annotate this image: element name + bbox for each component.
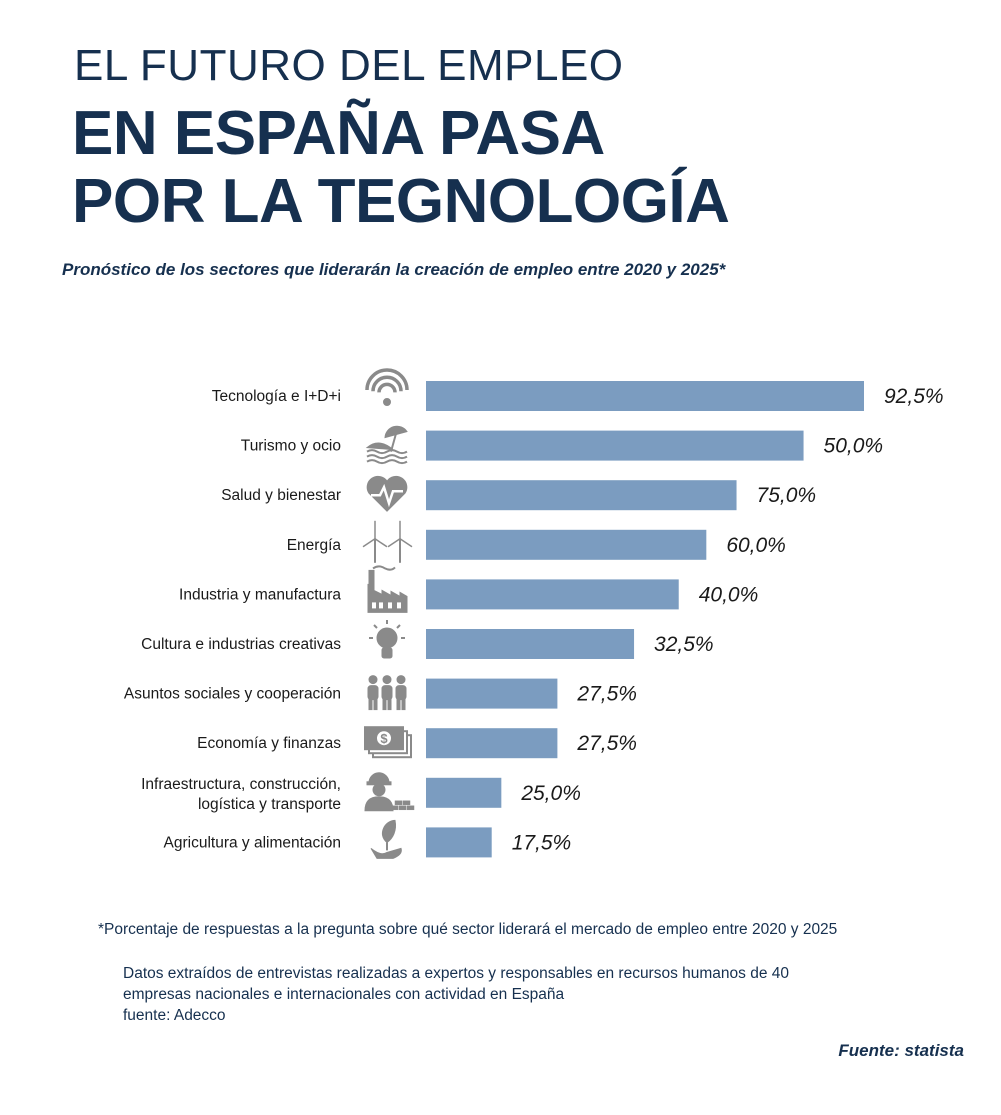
plant-in-hand-icon	[370, 819, 402, 859]
beach-umbrella-icon	[365, 425, 408, 465]
value-label: 40,0%	[699, 583, 759, 606]
title-line-3: POR LA TEGNOLOGÍA	[72, 167, 730, 236]
notes-line-3: fuente: Adecco	[123, 1007, 226, 1024]
bar	[426, 629, 635, 659]
data-notes: Datos extraídos de entrevistas realizada…	[123, 963, 789, 1026]
svg-text:$: $	[380, 731, 388, 746]
bar	[426, 381, 864, 411]
value-label: 92,5%	[884, 385, 944, 408]
value-label: 25,0%	[520, 782, 581, 805]
wind-turbine-icon	[362, 520, 413, 563]
value-label: 60,0%	[726, 534, 786, 557]
value-label: 17,5%	[512, 831, 572, 854]
title-line-2: EN ESPAÑA PASA	[72, 99, 605, 168]
lightbulb-icon	[369, 620, 405, 659]
title-main: EN ESPAÑA PASA POR LA TEGNOLOGÍA	[72, 99, 730, 236]
footnote: *Porcentaje de respuestas a la pregunta …	[98, 921, 838, 938]
category-label: Cultura e industrias creativas	[141, 636, 341, 653]
people-group-icon	[367, 675, 407, 711]
construction-worker-icon	[364, 772, 415, 812]
bar	[426, 529, 707, 560]
heartbeat-icon	[366, 475, 408, 512]
title-line-1: EL FUTURO DEL EMPLEO	[74, 41, 624, 90]
notes-line-1: Datos extraídos de entrevistas realizada…	[123, 965, 790, 982]
bar	[426, 579, 679, 610]
category-label: Asuntos sociales y cooperación	[124, 686, 341, 703]
value-label: 75,0%	[757, 484, 817, 507]
bar	[426, 728, 558, 759]
chart-subtitle: Pronóstico de los sectores que liderarán…	[62, 260, 726, 279]
category-label: Infraestructura, construcción, logística …	[141, 776, 341, 813]
source-credit: Fuente: statista	[838, 1041, 964, 1060]
bar	[426, 827, 492, 858]
bar	[426, 480, 737, 511]
bar-chart: 92,5% Tecnología e I+D+i 50,0% Turismo y oc…	[124, 368, 944, 859]
bar	[426, 430, 804, 461]
value-label: 32,5%	[654, 633, 714, 656]
value-label: 27,5%	[576, 683, 637, 706]
category-label: Economía y finanzas	[197, 735, 341, 752]
category-label: Energía	[287, 537, 342, 554]
wifi-icon	[365, 368, 409, 406]
money-bills-icon: $	[364, 726, 412, 759]
notes-line-2: empresas nacionales e internacionales co…	[123, 986, 565, 1003]
category-label: Salud y bienestar	[221, 487, 341, 504]
value-label: 50,0%	[824, 435, 884, 458]
value-label: 27,5%	[576, 732, 637, 755]
factory-icon	[367, 565, 408, 613]
category-label: Agricultura y alimentación	[164, 834, 341, 851]
bar	[426, 678, 558, 709]
bar	[426, 777, 502, 808]
category-label: Tecnología e I+D+i	[212, 388, 341, 405]
category-label: Industria y manufactura	[179, 586, 341, 603]
category-label: Turismo y ocio	[241, 438, 341, 455]
